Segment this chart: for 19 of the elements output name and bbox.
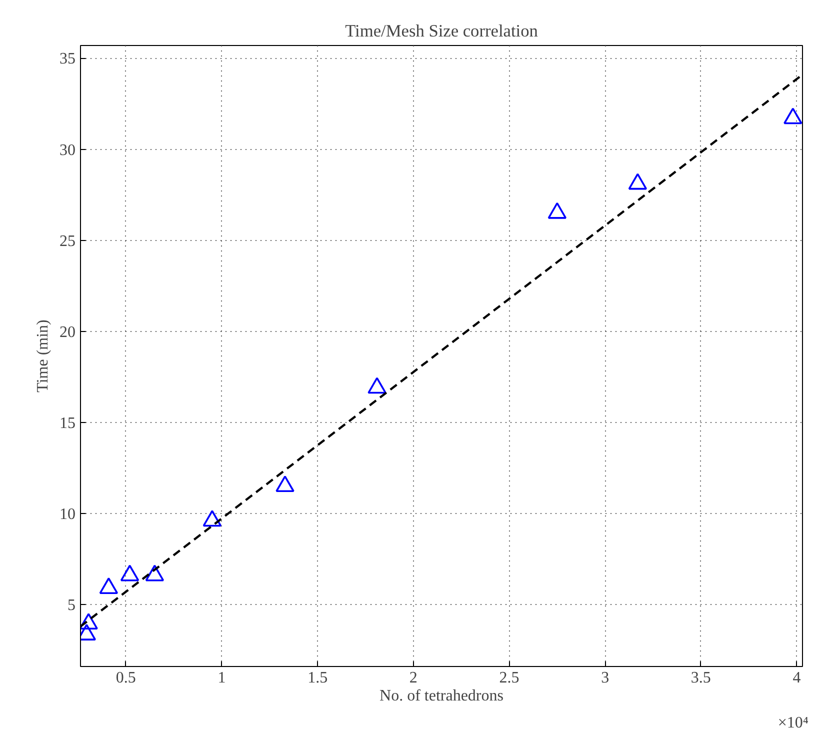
- text: ×10⁴: [778, 714, 809, 732]
- y-tick-label: 10: [60, 506, 76, 524]
- y-tick-label: 30: [60, 142, 76, 159]
- x-tick-label: 3: [601, 670, 610, 686]
- y-tick-label: 15: [60, 414, 76, 432]
- x-tick-label: 2: [409, 670, 418, 686]
- x-tick-label: 1.5: [308, 670, 328, 686]
- x-axis-title: No. of tetrahedrons: [380, 688, 504, 704]
- y-tick-label: 25: [60, 232, 76, 250]
- y-tick-label: 20: [60, 324, 76, 341]
- y-axis-title: Time (min): [34, 320, 52, 392]
- x-tick-label: 1: [218, 670, 226, 686]
- x-tick-label: 2.5: [499, 670, 520, 686]
- x-tick-label: 3.5: [690, 670, 711, 686]
- chart-title: Time/Mesh Size correlation: [345, 22, 538, 40]
- y-tick-label: 5: [68, 597, 76, 614]
- x-tick-label: 4: [792, 670, 801, 686]
- x-tick-label: 0.5: [116, 670, 136, 686]
- y-tick-label: 35: [60, 50, 76, 68]
